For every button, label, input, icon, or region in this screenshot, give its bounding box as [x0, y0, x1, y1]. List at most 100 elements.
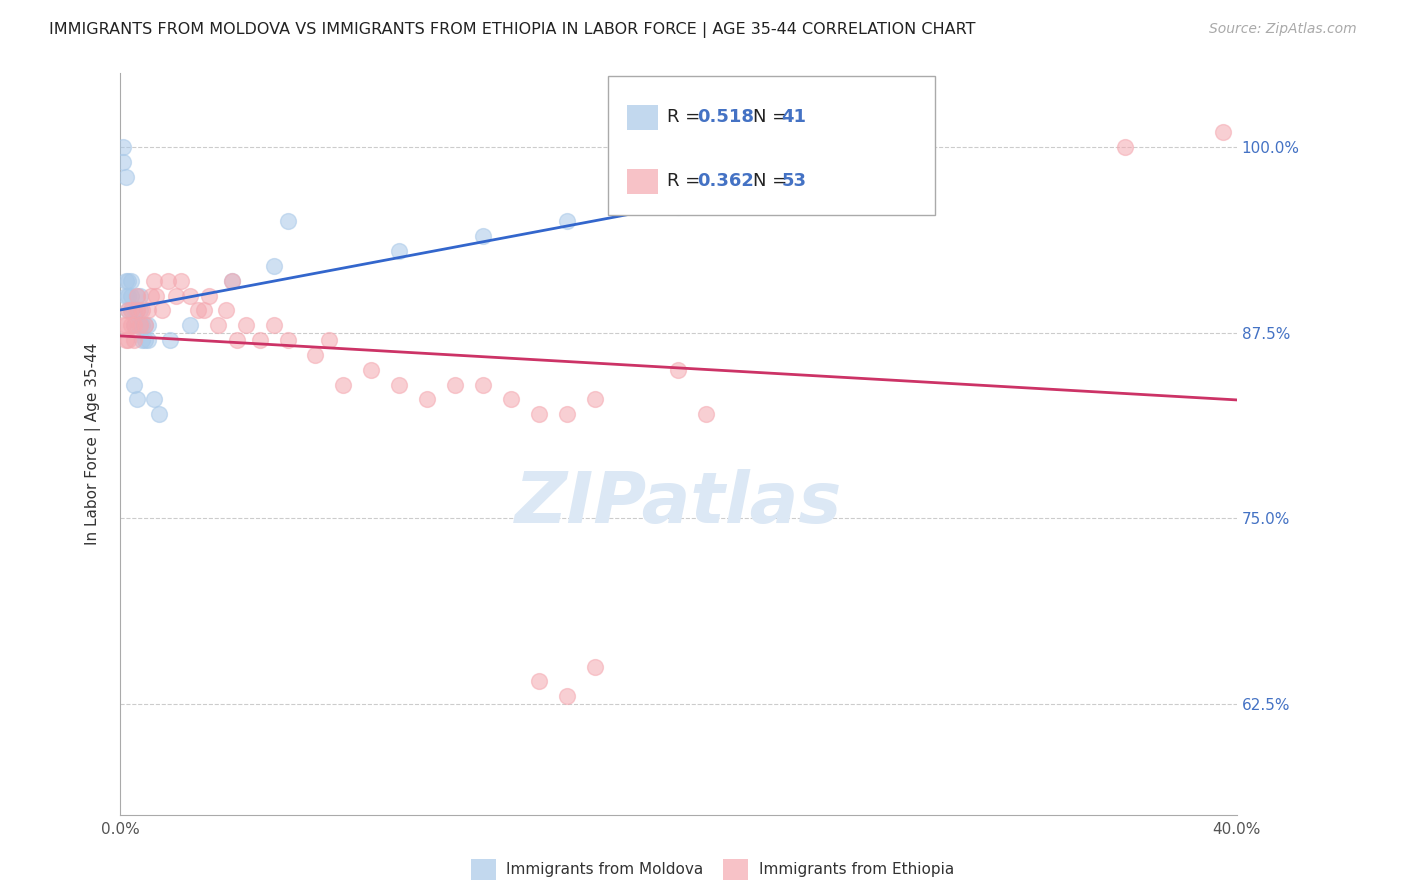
Point	[111, 140, 134, 154]
Point	[117, 303, 139, 318]
Point	[125, 288, 148, 302]
Point	[221, 274, 243, 288]
Point	[148, 407, 170, 421]
Point	[472, 229, 495, 244]
Point	[583, 392, 606, 407]
Point	[122, 303, 145, 318]
Y-axis label: In Labor Force | Age 35-44: In Labor Force | Age 35-44	[86, 343, 101, 545]
Point	[134, 333, 156, 347]
Point	[156, 274, 179, 288]
Point	[583, 659, 606, 673]
Point	[125, 392, 148, 407]
Point	[527, 407, 550, 421]
Text: N =: N =	[754, 108, 793, 126]
Point	[125, 288, 148, 302]
Point	[1212, 125, 1234, 139]
Point	[416, 392, 439, 407]
Point	[128, 318, 150, 333]
Point	[120, 288, 142, 302]
Point	[134, 318, 156, 333]
Point	[249, 333, 271, 347]
Text: Source: ZipAtlas.com: Source: ZipAtlas.com	[1209, 22, 1357, 37]
Text: 53: 53	[782, 172, 806, 190]
Point	[122, 333, 145, 347]
Point	[835, 169, 858, 184]
Point	[111, 155, 134, 169]
Point	[134, 318, 156, 333]
Point	[131, 333, 153, 347]
Point	[668, 200, 690, 214]
Point	[122, 377, 145, 392]
Text: R =: R =	[668, 108, 706, 126]
Point	[122, 318, 145, 333]
Point	[277, 333, 299, 347]
Point	[215, 303, 238, 318]
Point	[125, 303, 148, 318]
Point	[1114, 140, 1136, 154]
Point	[332, 377, 354, 392]
Point	[159, 333, 181, 347]
Point	[165, 288, 187, 302]
Point	[117, 303, 139, 318]
Text: R =: R =	[668, 172, 706, 190]
Point	[114, 333, 136, 347]
Point	[695, 407, 717, 421]
Point	[117, 274, 139, 288]
Point	[128, 288, 150, 302]
Text: ZIPatlas: ZIPatlas	[515, 469, 842, 538]
Point	[555, 214, 578, 228]
Point	[145, 288, 167, 302]
Point	[136, 303, 159, 318]
Point	[444, 377, 467, 392]
Point	[277, 214, 299, 228]
Point	[114, 318, 136, 333]
Point	[111, 318, 134, 333]
Point	[117, 288, 139, 302]
Point	[388, 244, 411, 258]
Point	[226, 333, 249, 347]
Point	[318, 333, 340, 347]
Point	[139, 288, 162, 302]
Text: N =: N =	[754, 172, 793, 190]
Text: 0.362: 0.362	[697, 172, 754, 190]
Point	[125, 303, 148, 318]
Point	[114, 274, 136, 288]
Point	[198, 288, 221, 302]
Point	[527, 674, 550, 689]
Point	[555, 689, 578, 703]
Point	[890, 155, 912, 169]
Point	[120, 303, 142, 318]
Text: Immigrants from Moldova: Immigrants from Moldova	[506, 863, 703, 877]
Point	[128, 303, 150, 318]
Text: IMMIGRANTS FROM MOLDOVA VS IMMIGRANTS FROM ETHIOPIA IN LABOR FORCE | AGE 35-44 C: IMMIGRANTS FROM MOLDOVA VS IMMIGRANTS FR…	[49, 22, 976, 38]
Point	[193, 303, 215, 318]
Point	[170, 274, 193, 288]
Point	[136, 318, 159, 333]
Point	[555, 407, 578, 421]
Point	[142, 392, 165, 407]
Point	[131, 318, 153, 333]
Point	[179, 288, 201, 302]
Point	[668, 363, 690, 377]
Point	[235, 318, 257, 333]
Point	[136, 333, 159, 347]
Point	[263, 259, 285, 273]
Point	[125, 318, 148, 333]
Point	[131, 303, 153, 318]
Point	[360, 363, 382, 377]
Point	[263, 318, 285, 333]
Point	[142, 274, 165, 288]
Point	[114, 288, 136, 302]
Point	[304, 348, 326, 362]
Point	[120, 274, 142, 288]
Point	[120, 303, 142, 318]
Point	[122, 318, 145, 333]
Point	[499, 392, 522, 407]
Point	[388, 377, 411, 392]
Point	[179, 318, 201, 333]
Point	[117, 333, 139, 347]
Point	[120, 318, 142, 333]
Point	[221, 274, 243, 288]
Text: 0.518: 0.518	[697, 108, 754, 126]
Point	[150, 303, 173, 318]
